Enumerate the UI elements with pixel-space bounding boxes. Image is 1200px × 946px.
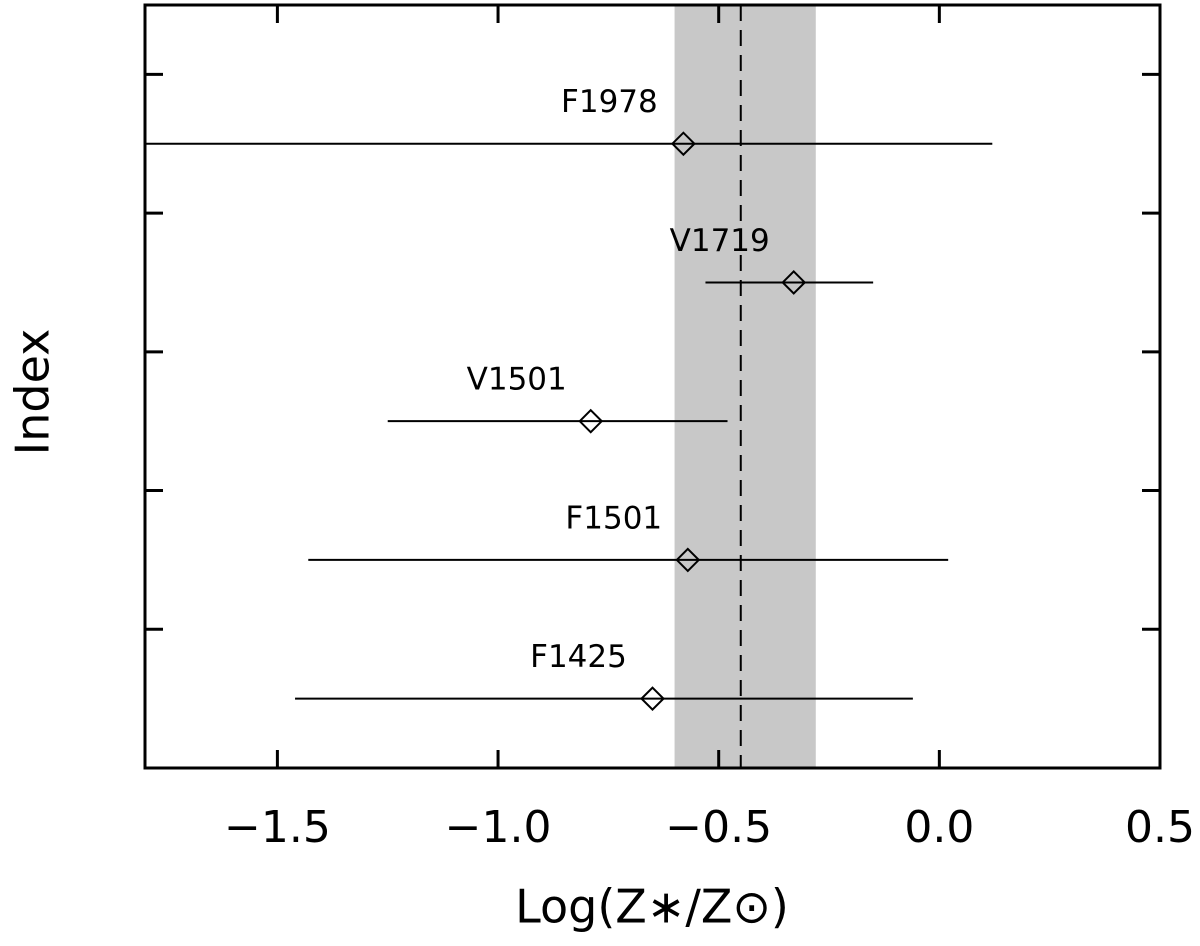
point-label: V1719 [670,223,770,259]
shaded-band [674,5,816,768]
x-axis-title: Log(Z∗/Z⊙) [515,880,789,934]
x-tick-label: −1.0 [445,802,552,853]
point-label: F1425 [530,639,627,675]
x-tick-label: −1.5 [224,802,331,853]
marker [640,686,665,712]
x-tick-label: 0.5 [1125,802,1195,853]
point-label: F1501 [565,500,662,536]
marker [670,131,696,157]
x-tick-label: 0.0 [904,802,974,853]
axes-frame [143,3,1162,770]
y-axis-title: Index [6,329,60,456]
point-label: F1978 [561,84,658,120]
x-tick-label: −0.5 [665,802,772,853]
marker [578,408,604,434]
marker [781,270,807,295]
marker [675,547,701,573]
point-label: V1501 [467,362,567,398]
